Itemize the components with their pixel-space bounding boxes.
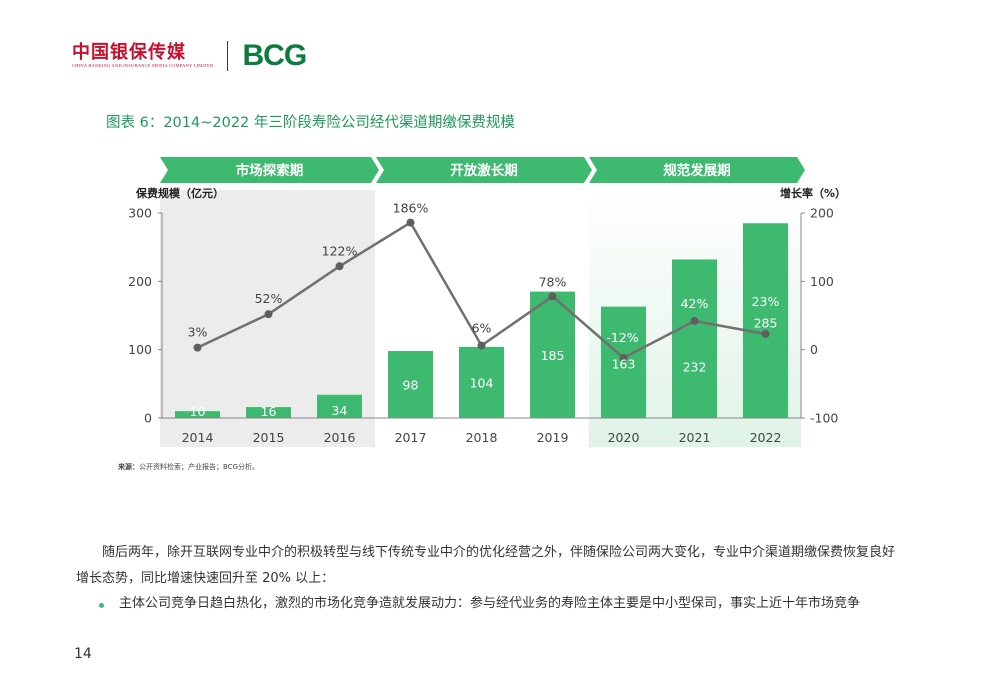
- growth-label: 186%: [393, 201, 429, 216]
- y2-tick-label: 200: [810, 206, 834, 221]
- bar-2022: [743, 223, 788, 418]
- paragraph-text: 随后两年，除开互联网专业中介的积极转型与线下传统专业中介的优化经营之外，伴随保险…: [76, 545, 896, 586]
- phase-header-2: [376, 157, 592, 183]
- growth-label: 3%: [188, 325, 208, 340]
- y-tick-label: 200: [128, 274, 152, 289]
- body-paragraph: 随后两年，除开互联网专业中介的积极转型与线下传统专业中介的优化经营之外，伴随保险…: [76, 540, 906, 592]
- bar-2021: [672, 259, 717, 418]
- phase-label-1: 市场探索期: [236, 162, 304, 179]
- growth-point-2021: [690, 316, 699, 325]
- x-tick-label: 2019: [537, 430, 569, 445]
- phase-header-3: [589, 157, 805, 183]
- bullet-item: 主体公司竞争日趋白热化，激烈的市场化竞争造就发展动力：参与经代业务的寿险主体主要…: [99, 594, 861, 614]
- brand-name-en: CHINA BANKING AND INSURANCE MEDIA COMPAN…: [72, 63, 214, 68]
- growth-point-2016: [335, 262, 344, 271]
- growth-point-2018: [477, 341, 486, 350]
- y-tick-label: 100: [128, 342, 152, 357]
- x-tick-label: 2022: [750, 430, 782, 445]
- header: 中国银保传媒 CHINA BANKING AND INSURANCE MEDIA…: [72, 38, 307, 74]
- x-tick-label: 2020: [608, 430, 640, 445]
- y-tick-label: 0: [144, 411, 152, 426]
- source-text: 公开资料检索；产业报告；BCG分析。: [139, 463, 259, 471]
- brand-name-cn: 中国银保传媒: [72, 42, 186, 63]
- brand-logo-cn: 中国银保传媒 CHINA BANKING AND INSURANCE MEDIA…: [72, 43, 213, 69]
- bar-value-label: 16: [261, 404, 277, 419]
- growth-label: 52%: [255, 291, 283, 306]
- phase-header-1: [160, 157, 379, 183]
- y-tick-label: 300: [128, 206, 152, 221]
- growth-label: -12%: [606, 330, 638, 345]
- bullet-text: 主体公司竞争日趋白热化，激烈的市场化竞争造就发展动力：参与经代业务的寿险主体主要…: [119, 596, 861, 611]
- y2-tick-label: -100: [810, 411, 838, 426]
- x-tick-label: 2021: [679, 430, 711, 445]
- bar-value-label: 185: [541, 348, 565, 363]
- bcg-logo: BCG: [242, 39, 307, 72]
- bar-2015: [246, 407, 291, 418]
- growth-label: 78%: [539, 274, 567, 289]
- bar-value-label: 104: [470, 375, 494, 390]
- x-tick-label: 2015: [253, 430, 285, 445]
- bar-value-label: 285: [754, 315, 778, 330]
- y2-axis-title: 增长率（%）: [780, 186, 846, 200]
- bar-2014: [175, 411, 220, 418]
- figure-title: 图表 6：2014~2022 年三阶段寿险公司经代渠道期缴保费规模: [106, 115, 515, 131]
- source-label: 来源：: [118, 463, 139, 471]
- growth-point-2019: [548, 292, 557, 301]
- y2-tick-label: 0: [810, 342, 818, 357]
- growth-label: 6%: [472, 321, 492, 336]
- bar-2019: [530, 291, 575, 418]
- bar-value-label: 163: [612, 357, 636, 372]
- phase-label-2: 开放激长期: [450, 162, 518, 179]
- growth-label: 122%: [322, 243, 358, 258]
- page-number: 14: [74, 646, 92, 662]
- bar-2020: [601, 306, 646, 418]
- bar-2017: [388, 351, 433, 418]
- growth-label: 42%: [681, 296, 709, 311]
- growth-point-2014: [193, 343, 202, 352]
- source-note: 来源：公开资料检索；产业报告；BCG分析。: [118, 462, 259, 472]
- bullet-dot-icon: [99, 603, 104, 608]
- bar-value-label: 34: [332, 403, 348, 418]
- bar-2016: [317, 394, 362, 418]
- growth-label: 23%: [752, 294, 780, 309]
- bar-value-label: 10: [190, 404, 206, 419]
- phase-label-3: 规范发展期: [663, 162, 731, 179]
- x-tick-label: 2016: [324, 430, 356, 445]
- growth-point-2022: [761, 329, 770, 338]
- growth-point-2017: [406, 218, 415, 227]
- bar-value-label: 98: [403, 378, 419, 393]
- growth-point-2020: [619, 353, 628, 362]
- header-divider: [227, 41, 229, 71]
- x-tick-label: 2014: [182, 430, 214, 445]
- x-tick-label: 2018: [466, 430, 498, 445]
- bar-2018: [459, 346, 504, 418]
- growth-point-2015: [264, 310, 273, 319]
- bar-value-label: 232: [683, 359, 707, 374]
- y2-tick-label: 100: [810, 274, 834, 289]
- x-tick-label: 2017: [395, 430, 427, 445]
- y-axis-title: 保费规模（亿元）: [135, 186, 224, 200]
